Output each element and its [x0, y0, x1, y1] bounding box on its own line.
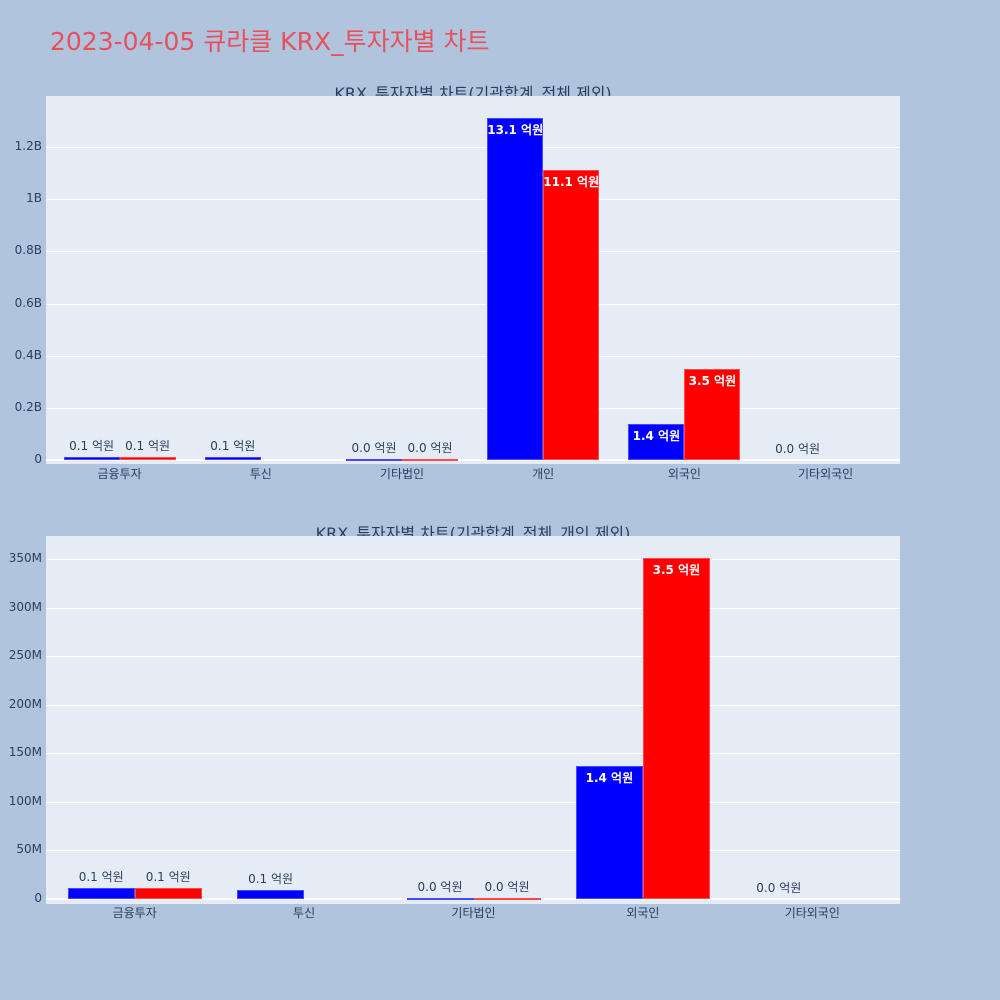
bar-value-label: 3.5 억원 [652, 563, 701, 578]
y-tick-label: 200M [8, 696, 42, 711]
bar-blue [346, 459, 402, 462]
bar-value-label: 1.4 억원 [585, 770, 634, 785]
y-tick-label: 50M [16, 842, 42, 857]
bar-value-label: 0.0 억원 [484, 879, 530, 894]
y-tick-label: 0.8B [14, 243, 42, 258]
x-tick-label: 투신 [249, 467, 272, 481]
gridline [46, 303, 900, 305]
bar-blue [406, 897, 474, 900]
bar-value-label: 0.0 억원 [407, 441, 453, 456]
gridline [46, 355, 900, 357]
bar-blue [237, 890, 305, 899]
bar-red [642, 558, 710, 899]
bar-value-label: 0.0 억원 [417, 879, 463, 894]
bar-blue [628, 424, 685, 460]
x-tick-label: 기타외국인 [797, 467, 854, 481]
bar-red [402, 459, 458, 462]
y-tick-label: 0.4B [14, 347, 42, 362]
gridline [46, 407, 900, 409]
gridline [46, 801, 900, 803]
bar-red [119, 457, 176, 460]
x-tick-label: 기타외국인 [784, 906, 840, 920]
bar-value-label: 0.1 억원 [69, 439, 115, 454]
gridline [46, 251, 900, 253]
bar-value-label: 0.0 억원 [351, 441, 397, 456]
bar-value-label: 0.1 억원 [78, 870, 124, 885]
y-tick-label: 150M [8, 745, 42, 760]
plot-area [46, 96, 900, 464]
y-tick-label: 1.2B [14, 139, 42, 153]
x-tick-label: 투신 [293, 906, 316, 920]
bar-value-label: 3.5 억원 [688, 373, 737, 388]
bar-value-label: 13.1 억원 [487, 123, 544, 138]
y-tick-label: 0 [34, 452, 42, 466]
x-tick-label: 외국인 [626, 906, 660, 920]
x-tick-label: 외국인 [667, 467, 701, 481]
bar-blue [575, 765, 643, 899]
bar-blue [487, 118, 544, 460]
bar-red [684, 368, 741, 460]
chart-top: KRX_투자자별 차트(기관합계_전체 제외) 0 0.2B 0.4B 0.6B 0.8B… [0, 0, 1000, 481]
gridline [46, 704, 900, 706]
x-tick-label: 개인 [532, 467, 555, 481]
zero-line [46, 459, 900, 461]
x-tick-label: 금융투자 [97, 467, 142, 481]
gridline [46, 607, 900, 609]
bar-red [473, 897, 541, 900]
gridline [46, 656, 900, 658]
plot-area [46, 536, 900, 904]
gridline [46, 147, 900, 148]
bar-value-label: 1.4 억원 [632, 429, 681, 444]
bar-value-label: 0.1 억원 [210, 439, 256, 454]
bar-red [543, 170, 600, 460]
y-tick-label: 250M [8, 648, 42, 663]
x-tick-label: 기타법인 [379, 467, 425, 481]
bar-value-label: 0.0 억원 [775, 442, 821, 456]
gridline [46, 850, 900, 852]
bar-value-label: 0.1 억원 [145, 870, 191, 885]
y-tick-label: 100M [8, 793, 42, 808]
bar-blue [67, 888, 135, 899]
gridline [46, 199, 900, 201]
y-tick-label: 0.6B [14, 295, 42, 310]
bar-value-label: 11.1 억원 [543, 175, 600, 190]
y-tick-label: 1B [26, 191, 42, 206]
y-tick-label: 0.2B [14, 399, 42, 414]
x-tick-label: 기타법인 [451, 906, 496, 920]
gridline [46, 753, 900, 755]
bar-value-label: 0.0 억원 [756, 881, 802, 895]
gridline [46, 559, 900, 560]
bar-blue [63, 457, 120, 460]
chart-bottom: KRX_투자자별 차트(기관합계_전체_개인 제외) 0 50M 100M 150M 20… [0, 0, 1000, 920]
bar-value-label: 0.1 억원 [248, 872, 294, 887]
bar-red [134, 888, 202, 899]
y-tick-label: 350M [8, 551, 42, 565]
page-title: 2023-04-05 큐라클 KRX_투자자별 차트 [50, 27, 490, 56]
y-tick-label: 300M [8, 599, 42, 614]
y-tick-label: 0 [34, 891, 42, 905]
x-tick-label: 금융투자 [112, 906, 157, 920]
bar-blue [204, 457, 261, 460]
bar-value-label: 0.1 억원 [125, 439, 171, 454]
